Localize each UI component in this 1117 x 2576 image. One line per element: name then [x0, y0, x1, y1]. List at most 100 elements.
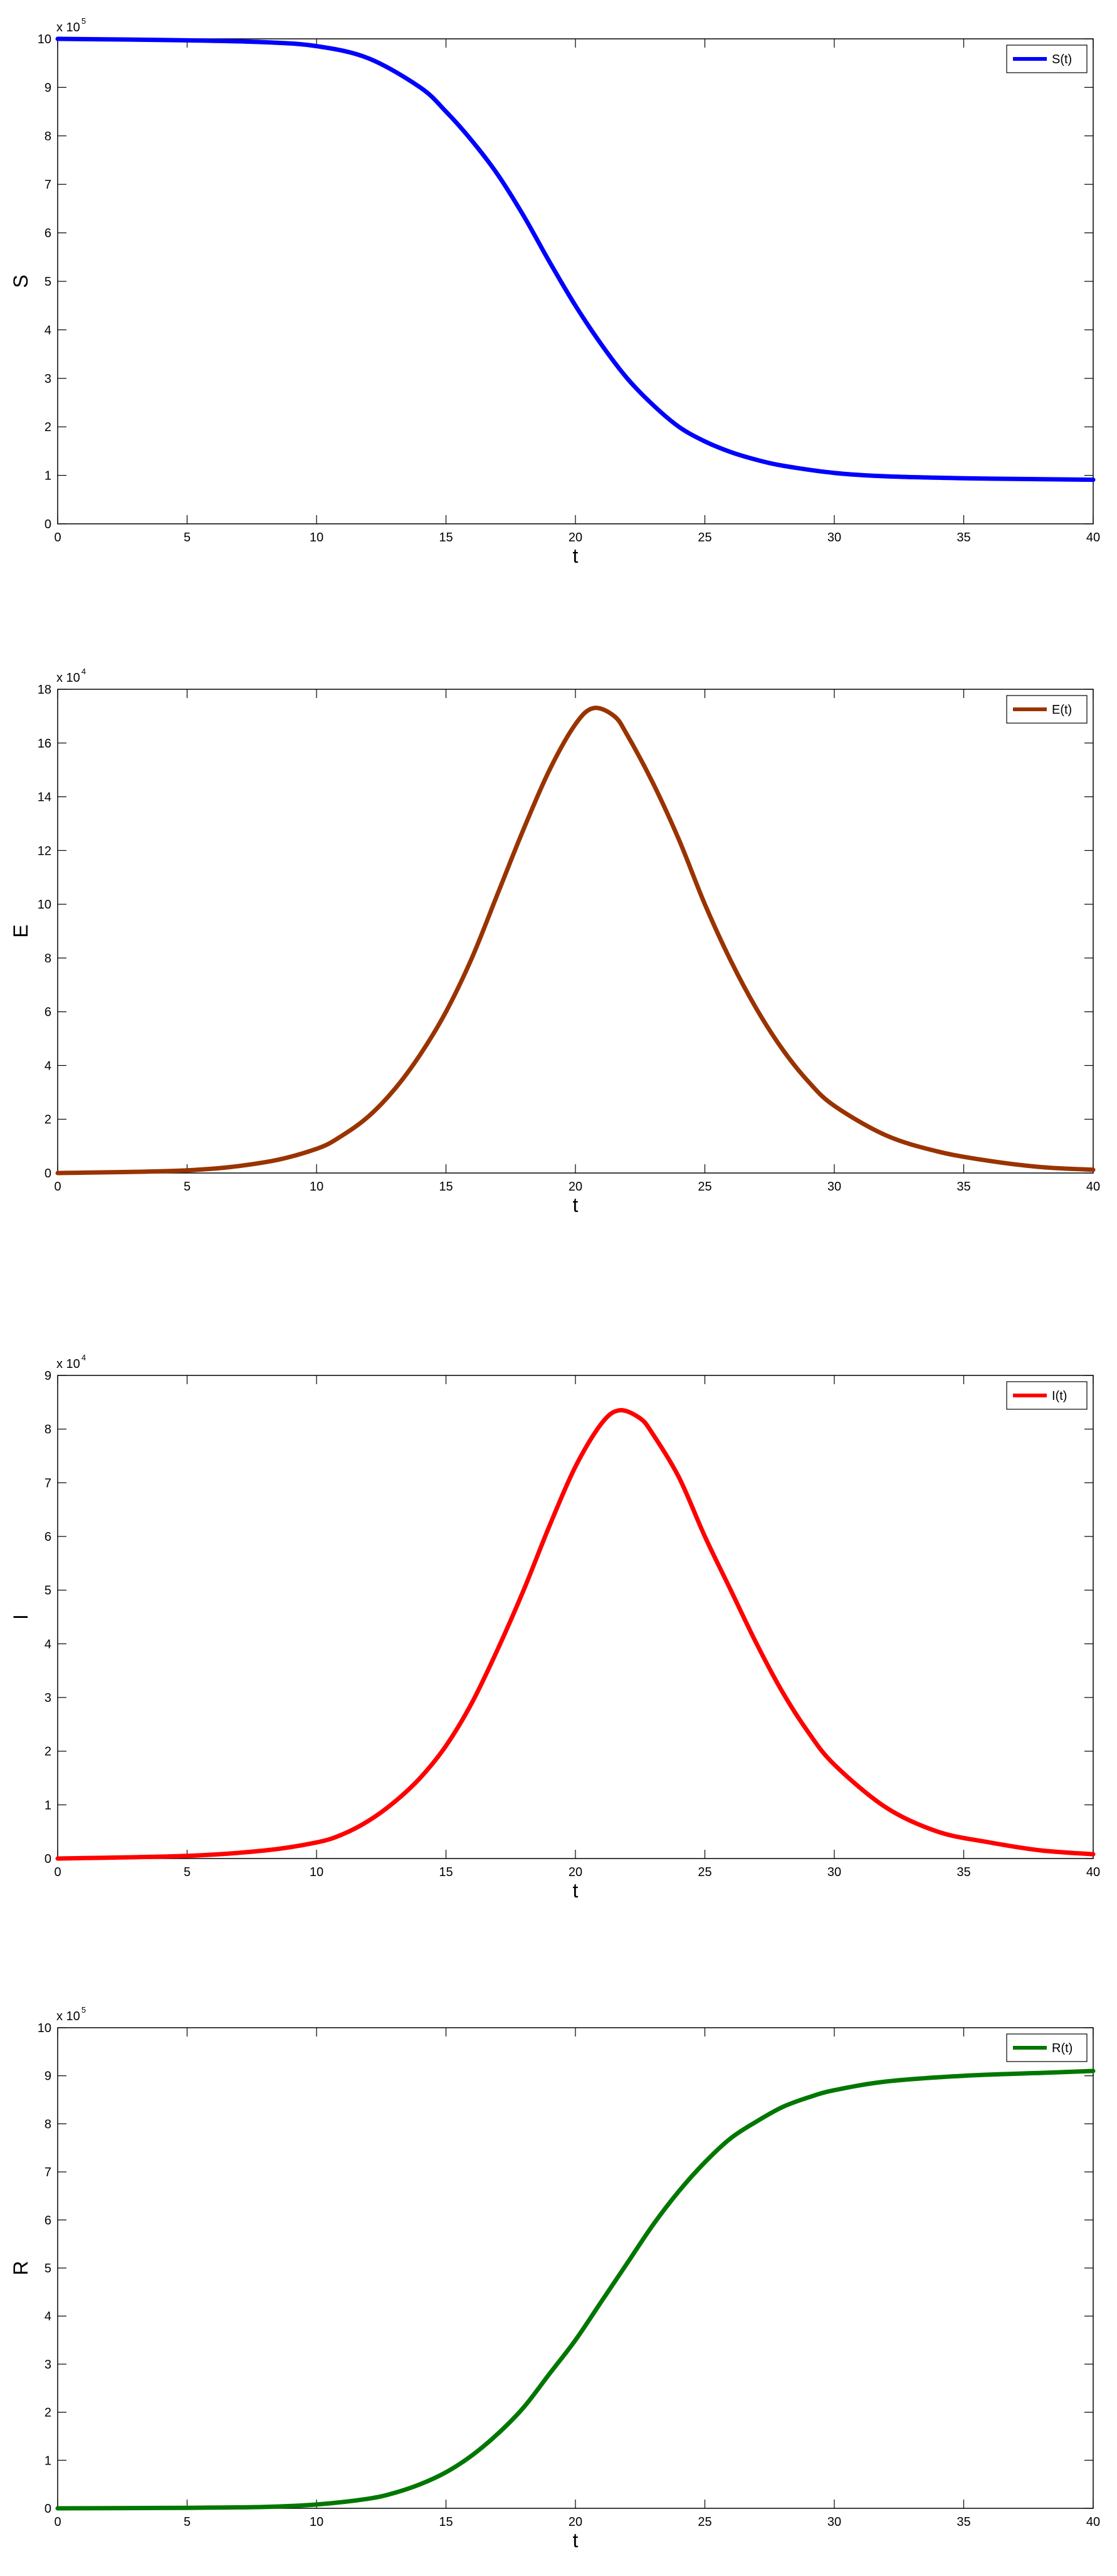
- x-axis-label: t: [573, 1194, 579, 1216]
- x-tick-label: 30: [827, 1865, 841, 1879]
- x-tick-label: 5: [184, 1180, 191, 1194]
- y-multiplier: x 10: [56, 1357, 80, 1371]
- plot-frame: [57, 38, 1094, 524]
- x-axis-label: t: [573, 545, 579, 567]
- y-tick-label: 14: [38, 791, 51, 805]
- series-line-R(t): [55, 2068, 1096, 2511]
- x-axis-label: t: [573, 1879, 579, 1902]
- y-tick-label: 0: [45, 2502, 51, 2516]
- x-tick-label: 25: [698, 1865, 711, 1879]
- y-tick-label: 0: [45, 518, 51, 531]
- legend-label: R(t): [1052, 2042, 1072, 2055]
- x-tick-label: 10: [310, 531, 323, 545]
- x-tick-label: 40: [1086, 531, 1100, 545]
- y-tick-label: 10: [38, 898, 51, 912]
- y-tick-label: 5: [45, 2262, 51, 2276]
- y-tick-label: 1: [45, 2454, 51, 2468]
- legend: S(t): [1006, 44, 1088, 73]
- legend: R(t): [1006, 2033, 1088, 2062]
- y-axis-label: I: [9, 1614, 32, 1620]
- x-tick-label: 0: [54, 531, 61, 545]
- y-tick-label: 12: [38, 844, 51, 858]
- plot-frame: [57, 1375, 1094, 1859]
- x-tick-label: 40: [1086, 2515, 1100, 2529]
- y-tick-label: 8: [45, 2117, 51, 2131]
- y-multiplier-exponent: 4: [81, 1353, 86, 1362]
- x-tick-label: 5: [184, 531, 191, 545]
- y-tick-label: 9: [45, 1369, 51, 1383]
- y-tick-label: 4: [45, 323, 51, 337]
- x-tick-label: 35: [957, 531, 970, 545]
- y-tick-label: 4: [45, 1637, 51, 1651]
- x-tick-label: 30: [827, 2515, 841, 2529]
- y-tick-label: 5: [45, 1584, 51, 1598]
- y-tick-label: 10: [38, 2021, 51, 2035]
- y-tick-label: 16: [38, 737, 51, 751]
- y-tick-label: 2: [45, 420, 51, 434]
- y-multiplier-exponent: 5: [81, 2005, 86, 2015]
- x-tick-label: 5: [184, 1865, 191, 1879]
- x-tick-label: 35: [957, 1865, 970, 1879]
- y-tick-label: 2: [45, 1745, 51, 1759]
- y-tick-label: 6: [45, 227, 51, 241]
- y-multiplier: x 10: [56, 671, 80, 685]
- y-multiplier-exponent: 4: [81, 667, 86, 676]
- x-tick-label: 35: [957, 1180, 970, 1194]
- x-tick-label: 15: [439, 531, 453, 545]
- y-tick-label: 8: [45, 952, 51, 966]
- x-tick-label: 5: [184, 2515, 191, 2529]
- y-tick-label: 6: [45, 1006, 51, 1019]
- y-multiplier: x 10: [56, 2010, 80, 2023]
- x-tick-label: 10: [310, 2515, 323, 2529]
- y-tick-label: 0: [45, 1852, 51, 1866]
- x-tick-label: 20: [569, 531, 582, 545]
- y-multiplier-exponent: 5: [81, 16, 86, 26]
- y-tick-label: 1: [45, 1798, 51, 1812]
- x-tick-label: 20: [569, 2515, 582, 2529]
- x-tick-label: 10: [310, 1865, 323, 1879]
- x-tick-label: 25: [698, 1180, 711, 1194]
- plot-frame: [57, 689, 1094, 1174]
- legend: I(t): [1006, 1381, 1088, 1410]
- x-tick-label: 40: [1086, 1865, 1100, 1879]
- y-tick-label: 18: [38, 683, 51, 697]
- y-multiplier: x 10: [56, 21, 80, 34]
- x-tick-label: 20: [569, 1865, 582, 1879]
- y-tick-label: 5: [45, 275, 51, 289]
- x-axis-label: t: [573, 2529, 579, 2552]
- x-tick-label: 15: [439, 2515, 453, 2529]
- y-tick-label: 7: [45, 2166, 51, 2179]
- series-line-I(t): [55, 1408, 1096, 1861]
- y-axis-label: R: [9, 2261, 32, 2275]
- series-line-S(t): [55, 36, 1096, 482]
- x-tick-label: 0: [54, 1180, 61, 1194]
- x-tick-label: 20: [569, 1180, 582, 1194]
- x-tick-label: 15: [439, 1865, 453, 1879]
- y-tick-label: 9: [45, 81, 51, 95]
- legend-label: S(t): [1052, 53, 1072, 66]
- y-tick-label: 0: [45, 1167, 51, 1181]
- y-tick-label: 4: [45, 2310, 51, 2323]
- legend: E(t): [1006, 695, 1088, 724]
- x-tick-label: 0: [54, 1865, 61, 1879]
- y-tick-label: 8: [45, 1423, 51, 1437]
- x-tick-label: 25: [698, 531, 711, 545]
- y-tick-label: 10: [38, 33, 51, 46]
- y-tick-label: 3: [45, 2358, 51, 2372]
- y-axis-label: S: [9, 274, 32, 288]
- y-tick-label: 7: [45, 1476, 51, 1490]
- legend-label: I(t): [1052, 1389, 1067, 1403]
- y-tick-label: 3: [45, 372, 51, 386]
- y-tick-label: 8: [45, 130, 51, 143]
- y-tick-label: 7: [45, 178, 51, 192]
- x-tick-label: 30: [827, 1180, 841, 1194]
- y-tick-label: 3: [45, 1691, 51, 1705]
- y-tick-label: 2: [45, 2406, 51, 2420]
- x-tick-label: 15: [439, 1180, 453, 1194]
- y-tick-label: 6: [45, 2214, 51, 2228]
- plot-frame: [57, 2027, 1094, 2509]
